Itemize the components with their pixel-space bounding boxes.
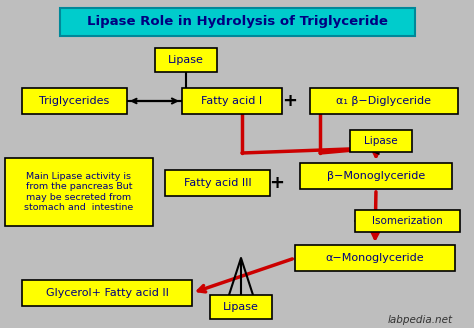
- FancyBboxPatch shape: [155, 48, 217, 72]
- Text: α₁ β−Diglyceride: α₁ β−Diglyceride: [337, 96, 431, 106]
- FancyBboxPatch shape: [22, 88, 127, 114]
- Text: β−Monoglyceride: β−Monoglyceride: [327, 171, 425, 181]
- FancyBboxPatch shape: [22, 280, 192, 306]
- Text: Main Lipase activity is
from the pancreas But
may be secreted from
stomach and  : Main Lipase activity is from the pancrea…: [24, 172, 134, 212]
- FancyBboxPatch shape: [165, 170, 270, 196]
- FancyBboxPatch shape: [182, 88, 282, 114]
- FancyBboxPatch shape: [295, 245, 455, 271]
- FancyBboxPatch shape: [355, 210, 460, 232]
- FancyBboxPatch shape: [60, 8, 415, 36]
- Text: Lipase Role in Hydrolysis of Triglyceride: Lipase Role in Hydrolysis of Triglycerid…: [87, 15, 388, 29]
- Text: +: +: [270, 174, 284, 192]
- Text: Isomerization: Isomerization: [372, 216, 443, 226]
- FancyBboxPatch shape: [310, 88, 458, 114]
- Text: Triglycerides: Triglycerides: [39, 96, 109, 106]
- Text: Lipase: Lipase: [364, 136, 398, 146]
- Text: +: +: [283, 92, 298, 110]
- FancyBboxPatch shape: [210, 295, 272, 319]
- Text: Fatty acid I: Fatty acid I: [201, 96, 263, 106]
- Text: Fatty acid III: Fatty acid III: [184, 178, 251, 188]
- FancyBboxPatch shape: [350, 130, 412, 152]
- FancyBboxPatch shape: [300, 163, 452, 189]
- Text: Lipase: Lipase: [168, 55, 204, 65]
- Text: Glycerol+ Fatty acid II: Glycerol+ Fatty acid II: [46, 288, 168, 298]
- Text: labpedia.net: labpedia.net: [387, 315, 453, 325]
- Text: Lipase: Lipase: [223, 302, 259, 312]
- FancyBboxPatch shape: [5, 158, 153, 226]
- Text: α−Monoglyceride: α−Monoglyceride: [326, 253, 424, 263]
